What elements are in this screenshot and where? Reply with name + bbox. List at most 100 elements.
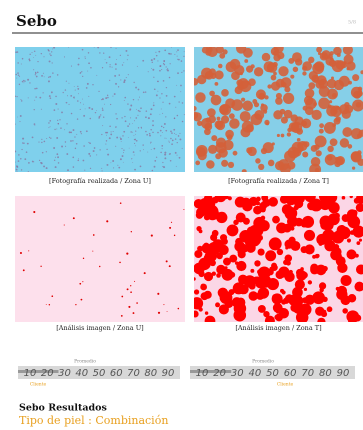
image-spot <box>33 108 35 111</box>
image-spot <box>165 86 168 89</box>
image-spot <box>72 166 75 168</box>
image-spot <box>234 261 239 265</box>
image-spot <box>45 151 47 153</box>
scale-tick-label: 60 <box>110 368 123 379</box>
image-spot <box>121 155 124 157</box>
image-spot <box>152 104 155 107</box>
image-spot <box>15 95 16 97</box>
image-spot <box>92 234 95 236</box>
image-spot <box>302 61 312 71</box>
image-spot <box>130 291 132 293</box>
scale-tick-label: 70 <box>301 368 314 379</box>
image-spot <box>342 47 353 55</box>
image-spot <box>113 167 115 169</box>
image-spot <box>48 122 50 124</box>
image-spot <box>154 160 157 162</box>
image-spot <box>349 196 353 199</box>
image-spot <box>100 114 102 116</box>
image-spot <box>165 94 168 97</box>
image-spot <box>88 152 91 155</box>
image-background <box>15 196 185 322</box>
image-spot <box>34 74 36 76</box>
image-spot <box>231 297 243 308</box>
image-spot <box>77 85 79 88</box>
image-spot <box>200 283 205 288</box>
image-spot <box>21 80 24 83</box>
image-spot <box>123 149 125 151</box>
image-spot <box>85 87 88 89</box>
image-spot <box>15 161 16 163</box>
image-spot <box>113 93 116 95</box>
image-spot <box>314 135 327 148</box>
image-spot <box>115 126 117 128</box>
image-spot <box>266 277 280 291</box>
image-spot <box>150 142 151 144</box>
image-spot <box>261 52 271 62</box>
image-spot <box>155 51 157 53</box>
image-spot <box>318 282 327 290</box>
image-spot <box>121 148 123 150</box>
image-spot <box>89 142 91 145</box>
image-spot <box>263 109 268 114</box>
image-spot <box>194 105 197 112</box>
image-spot <box>276 133 280 137</box>
image-spot <box>215 142 227 154</box>
image-spot <box>54 166 57 169</box>
image-spot <box>161 93 163 95</box>
image-spot <box>137 88 140 91</box>
image-spot <box>147 151 149 153</box>
image-spot <box>360 70 363 75</box>
image-spot <box>173 128 176 131</box>
image-spot <box>352 74 360 82</box>
image-spot <box>264 315 275 322</box>
image-spot <box>265 250 277 262</box>
image-spot <box>157 131 159 134</box>
image-spot <box>181 120 184 123</box>
image-spot <box>130 231 132 233</box>
scale-tick-label: 80 <box>319 368 332 379</box>
image-spot <box>34 99 36 101</box>
image-spot <box>78 158 80 160</box>
image-spot <box>109 64 111 66</box>
image-spot <box>304 106 314 116</box>
image-spot <box>175 106 177 108</box>
image-spot <box>159 129 162 132</box>
image-spot <box>181 102 184 104</box>
image-spot <box>300 267 304 271</box>
image-spot <box>15 51 17 54</box>
image-spot <box>165 260 168 263</box>
image-spot <box>55 103 58 106</box>
image-spot <box>221 159 229 167</box>
image-spot <box>163 166 166 169</box>
image-spot <box>75 142 78 145</box>
image-spot <box>133 120 135 122</box>
scale-tick-label: 30 <box>58 368 71 379</box>
image-spot <box>137 99 139 101</box>
image-spot <box>195 92 206 103</box>
image-spot <box>115 126 117 127</box>
image-spot <box>245 242 256 253</box>
image-content <box>194 47 363 172</box>
image-spot <box>135 108 137 110</box>
image-spot <box>116 136 119 139</box>
image-spot <box>124 120 127 123</box>
image-spot <box>121 117 123 119</box>
image-spot <box>216 273 221 278</box>
image-spot <box>336 52 341 57</box>
image-spot <box>319 123 325 129</box>
image-spot <box>273 71 277 76</box>
image-spot <box>162 62 165 65</box>
image-spot <box>38 159 41 162</box>
image-spot <box>171 47 173 48</box>
image-spot <box>290 226 295 231</box>
image-spot <box>124 115 126 118</box>
image-spot <box>166 311 168 312</box>
image-spot <box>316 47 323 53</box>
image-spot <box>19 120 21 123</box>
image-spot <box>21 57 24 60</box>
image-spot <box>140 126 142 128</box>
image-spot <box>210 205 215 210</box>
image-spot <box>300 220 308 228</box>
image-spot <box>150 59 153 62</box>
